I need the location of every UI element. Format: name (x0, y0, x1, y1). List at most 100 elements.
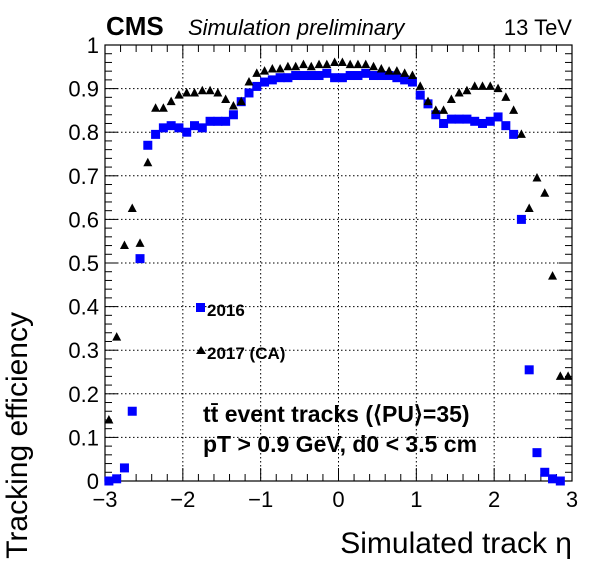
data-point-2016 (462, 114, 472, 124)
data-point-2016 (548, 474, 558, 484)
data-point-2016 (244, 88, 254, 98)
data-point-2016 (524, 365, 534, 375)
data-point-2017 (400, 68, 410, 77)
data-point-2017 (493, 83, 503, 93)
data-point-2017 (283, 61, 293, 71)
data-point-2016 (353, 71, 363, 81)
data-point-2016 (143, 140, 153, 150)
data-point-2016 (400, 75, 410, 85)
x-tick-label: 2 (488, 487, 500, 512)
legend: 2016 2017 (CA) (196, 301, 285, 363)
y-tick-label: 0.1 (68, 425, 99, 450)
data-point-2017 (119, 240, 129, 250)
x-tick-label: −3 (92, 487, 117, 512)
y-tick-label: 0.4 (68, 295, 99, 320)
data-point-2016 (197, 123, 207, 133)
data-point-2016 (477, 118, 487, 128)
data-point-2017 (166, 96, 176, 106)
data-point-2017 (516, 129, 526, 138)
legend-label-2017: 2017 (CA) (207, 344, 285, 363)
x-tick-label: −1 (248, 487, 273, 512)
data-point-2017 (439, 105, 449, 114)
data-point-2017 (252, 68, 262, 77)
data-point-2016 (158, 123, 168, 133)
tick-layer (104, 44, 573, 482)
data-point-2017 (337, 57, 347, 66)
data-point-2016 (446, 114, 456, 124)
data-point-2016 (190, 121, 200, 131)
data-point-2017 (477, 81, 487, 90)
annotation-cuts: pT > 0.9 GeV, d0 < 3.5 cm (203, 431, 477, 457)
data-point-2017 (407, 70, 417, 80)
y-tick-label: 0 (87, 469, 99, 494)
data-point-2016 (384, 71, 394, 81)
data-point-2016 (501, 121, 511, 131)
data-point-2016 (509, 129, 519, 139)
data-point-2017 (446, 94, 456, 103)
data-point-2016 (439, 118, 449, 128)
data-point-2016 (454, 114, 464, 124)
legend-label-2016: 2016 (207, 301, 245, 320)
series-2017 (104, 57, 573, 424)
data-point-2016 (127, 406, 137, 416)
data-point-2017 (291, 61, 301, 71)
data-point-2017 (548, 271, 558, 280)
data-point-2017 (298, 59, 308, 69)
data-point-2016 (314, 71, 324, 81)
data-point-2016 (345, 71, 355, 81)
x-tick-label: 1 (410, 487, 422, 512)
data-point-2016 (540, 467, 550, 477)
data-point-2016 (361, 68, 371, 78)
data-point-2016 (205, 116, 215, 126)
data-point-2016 (555, 476, 565, 486)
data-point-2016 (493, 112, 503, 122)
data-point-2016 (213, 116, 223, 126)
data-point-2016 (485, 116, 495, 126)
data-point-2017 (236, 96, 246, 106)
data-point-2017 (174, 90, 184, 99)
data-point-2016 (174, 123, 184, 133)
data-point-2017 (540, 188, 550, 197)
data-point-2017 (190, 87, 200, 97)
data-point-2017 (555, 371, 565, 380)
data-point-2017 (158, 103, 168, 112)
data-point-2017 (104, 414, 114, 424)
y-tick-label: 0.2 (68, 382, 99, 407)
grid-layer (105, 45, 572, 481)
annotation-event-tracks: tt̄ event tracks (⟨PU⟩=35) (203, 401, 470, 427)
energy-label: 13 TeV (504, 15, 572, 40)
data-point-2017 (306, 61, 316, 71)
data-point-2016 (470, 116, 480, 126)
y-tick-label: 1 (87, 33, 99, 58)
data-point-2016 (260, 77, 270, 87)
data-point-2017 (182, 87, 192, 97)
data-point-2016 (322, 68, 332, 78)
legend-marker-2016 (196, 303, 205, 312)
data-point-2016 (532, 448, 542, 458)
data-point-2016 (182, 127, 192, 137)
data-point-2016 (516, 214, 526, 224)
data-point-2016 (221, 116, 231, 126)
data-point-2016 (431, 110, 441, 120)
data-point-2017 (532, 172, 542, 182)
data-point-2017 (485, 81, 495, 90)
data-point-2016 (291, 71, 301, 81)
data-point-2017 (322, 59, 332, 69)
data-point-2016 (407, 77, 417, 87)
data-point-2016 (119, 463, 129, 473)
data-point-2017 (197, 85, 207, 95)
data-point-2016 (151, 129, 161, 139)
data-point-2017 (470, 81, 480, 90)
y-tick-label: 0.5 (68, 251, 99, 276)
data-point-2016 (267, 75, 277, 85)
legend-marker-2017 (196, 346, 206, 354)
status-label: Simulation preliminary (188, 15, 406, 40)
data-point-2017 (213, 87, 223, 97)
data-point-2016 (369, 71, 379, 81)
series-layer (104, 57, 573, 486)
data-point-2017 (431, 105, 441, 114)
data-point-2016 (104, 476, 114, 486)
data-point-2017 (205, 85, 215, 95)
data-point-2016 (135, 254, 145, 264)
